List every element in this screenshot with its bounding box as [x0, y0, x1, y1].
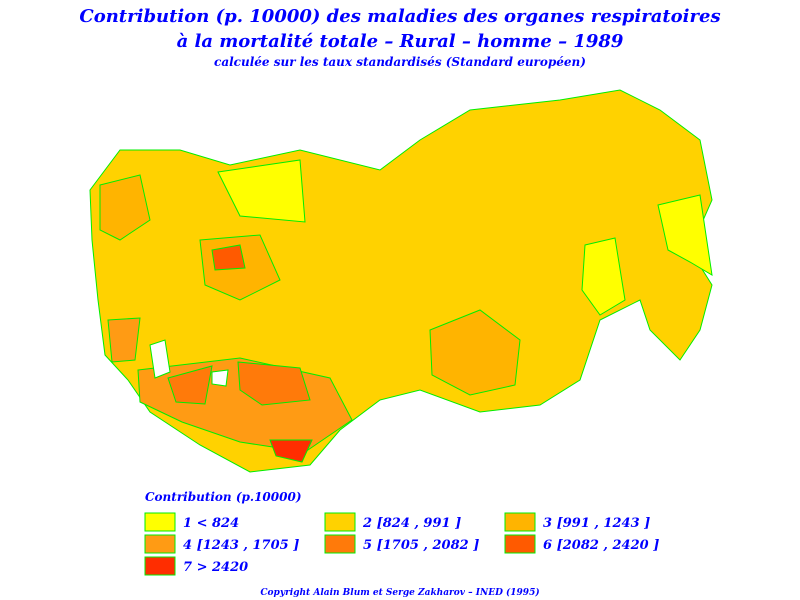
- legend-swatch: [324, 512, 356, 532]
- title: à la mortalité totale – Rural – homme – …: [177, 31, 624, 52]
- region: [167, 365, 213, 405]
- region: [211, 244, 246, 271]
- region: [429, 309, 521, 396]
- legend-label: 4 [1243 , 1705 ]: [183, 538, 299, 553]
- copyright: Copyright Alain Blum et Serge Zakharov –…: [260, 587, 539, 598]
- region: [657, 194, 713, 276]
- region: [581, 237, 626, 316]
- legend: 1 < 824 2 [824 , 991 ] 3 [991 , 1243 ] 4 [1…: [144, 512, 659, 576]
- region: [99, 174, 151, 241]
- lake: [211, 369, 229, 387]
- legend-label: 2 [824 , 991 ]: [362, 516, 461, 531]
- region: [237, 361, 311, 406]
- lake: [149, 339, 171, 379]
- legend-title: Contribution (p.10000): [145, 490, 302, 504]
- title: Contribution (p. 10000) des maladies des…: [79, 6, 720, 27]
- legend-label: 1 < 824: [183, 516, 239, 531]
- legend-swatch: [144, 556, 176, 576]
- region: [217, 159, 306, 223]
- legend-label: 5 [1705 , 2082 ]: [363, 538, 479, 553]
- legend-swatch: [324, 534, 356, 554]
- legend-label: 7 > 2420: [183, 560, 248, 575]
- legend-swatch: [144, 512, 176, 532]
- legend-swatch: [504, 534, 536, 554]
- legend-label: 3 [991 , 1243 ]: [543, 516, 650, 531]
- legend-swatch: [144, 534, 176, 554]
- region: [269, 439, 313, 463]
- map: [89, 89, 713, 473]
- subtitle: calculée sur les taux standardisés (Stan…: [214, 55, 586, 69]
- legend-label: 6 [2082 , 2420 ]: [543, 538, 659, 553]
- legend-swatch: [504, 512, 536, 532]
- region: [107, 317, 141, 363]
